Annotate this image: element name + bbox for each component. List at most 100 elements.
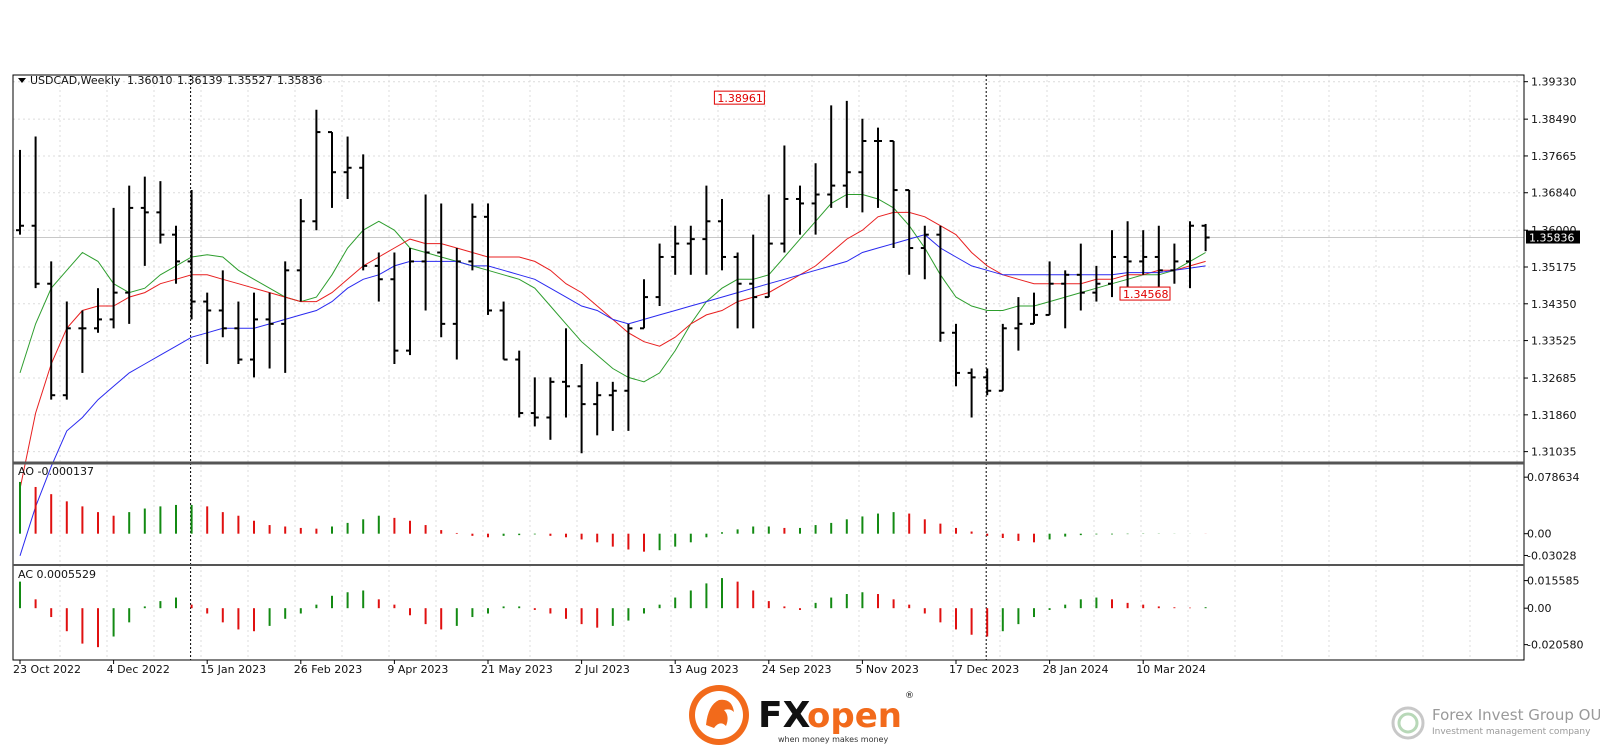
ohlc-bar — [655, 243, 664, 307]
ac-tick-min: -0.020580 — [1527, 639, 1583, 652]
ohlc-bar — [47, 261, 56, 400]
annotation-box-0 — [713, 90, 765, 105]
ohlc-bar — [281, 261, 290, 373]
ohlc-bar — [359, 154, 368, 271]
ohlc-bar — [203, 292, 212, 364]
price-tick-0: 1.39330 — [1531, 76, 1577, 89]
ohlc-bar — [530, 377, 539, 427]
moving-averages — [19, 194, 1206, 556]
ohlc-bar — [109, 207, 118, 329]
time-label-3: 26 Feb 2023 — [294, 663, 362, 676]
ac-tick-max: 0.015585 — [1527, 575, 1580, 588]
price-tick-6: 1.34350 — [1531, 298, 1577, 311]
ohlc-bar — [796, 185, 804, 235]
watermark-subtitle: Investment management company — [1432, 727, 1591, 737]
moving-average-line-0 — [19, 194, 1206, 383]
annotation-label-0: 1.38961 — [717, 92, 763, 105]
ohlc-bar — [577, 363, 586, 454]
header-dropdown-icon[interactable] — [18, 78, 26, 83]
price-tick-8: 1.32685 — [1531, 372, 1577, 385]
time-label-2: 15 Jan 2023 — [200, 663, 266, 676]
ohlc-bar — [374, 252, 383, 302]
price-annotations: 1.38961 1.34568 — [713, 90, 1171, 301]
ohlc-bar — [16, 149, 24, 235]
ohlc-bar — [296, 198, 305, 302]
ohlc-bar — [452, 248, 461, 360]
logo-tagline: when money makes money — [778, 735, 888, 744]
ohlc-bar — [234, 301, 243, 364]
ohlc-bar — [936, 225, 945, 342]
ao-tick-max: 0.078634 — [1527, 471, 1580, 484]
ohlc-bar — [1014, 297, 1023, 351]
ohlc-bar — [1201, 223, 1210, 252]
price-tick-5: 1.35175 — [1531, 261, 1577, 274]
ohlc-bar — [265, 292, 274, 369]
ac-tick-zero: 0.00 — [1527, 602, 1552, 615]
ohlc-bar — [499, 301, 508, 361]
time-label-0: 23 Oct 2022 — [13, 663, 81, 676]
ohlc-bar — [967, 368, 976, 418]
ohlc-bar — [1186, 221, 1194, 289]
ohlc-bar — [140, 176, 149, 266]
ohlc-bar — [312, 109, 321, 231]
time-label-12: 10 Mar 2024 — [1136, 663, 1206, 676]
ohlc-bar — [671, 225, 680, 275]
ohlc-bar — [842, 100, 851, 208]
ohlc-bar — [94, 288, 102, 333]
fxopen-logo: FX open ® when money makes money — [686, 680, 916, 750]
ohlc-bar — [920, 225, 929, 280]
ohlc-bar — [593, 381, 602, 436]
ohlc-bar — [1139, 230, 1148, 275]
ohlc-bar — [608, 381, 617, 431]
logo-fx: FX — [758, 695, 811, 736]
price-tick-1: 1.38490 — [1531, 113, 1577, 126]
ohlc-bar — [1092, 265, 1101, 302]
time-axis: 23 Oct 2022 4 Dec 2022 15 Jan 2023 26 Feb 2… — [13, 660, 1206, 676]
ohlc-bar — [889, 140, 898, 249]
ohlc-bar — [624, 323, 633, 431]
ohlc-bar — [437, 203, 446, 338]
ohlc-bar — [1154, 225, 1163, 293]
ohlc-bar — [156, 181, 165, 244]
current-price-label: 1.35836 — [1529, 232, 1575, 245]
ohlc-bar — [764, 194, 773, 299]
ohlc-bar — [343, 136, 352, 199]
annotation-label-1: 1.34568 — [1123, 288, 1169, 301]
ac-label: AC 0.0005529 — [18, 568, 96, 581]
ohlc-bar — [562, 328, 570, 418]
logo-registered: ® — [905, 691, 914, 701]
ohlc-bar — [749, 234, 758, 329]
ohlc-bar — [1170, 243, 1179, 284]
ohlc-bar — [811, 163, 820, 235]
ohlc-bar — [328, 131, 336, 208]
ohlc-bar — [1076, 243, 1085, 311]
ohlc-bars — [16, 100, 1210, 454]
ohlc-bar — [702, 185, 711, 275]
ohlc-bar — [78, 310, 87, 373]
chart-header: USDCAD,Weekly 1.36010 1.36139 1.35527 1.… — [18, 74, 323, 87]
ohlc-bar — [468, 203, 477, 271]
ohlc-bar — [640, 279, 648, 330]
ohlc-bar — [187, 190, 196, 320]
ohlc-bar — [686, 225, 695, 275]
price-tick-10: 1.31035 — [1531, 446, 1577, 459]
ohlc-bar — [998, 323, 1007, 392]
watermark-title: Forex Invest Group OU — [1432, 706, 1600, 724]
indicator-histograms — [19, 476, 1528, 648]
ohlc-bar — [515, 350, 524, 418]
ohlc-bar — [733, 252, 742, 329]
time-label-9: 5 Nov 2023 — [855, 663, 918, 676]
ohlc-bar — [858, 118, 867, 213]
time-label-7: 13 Aug 2023 — [668, 663, 738, 676]
ohlc-bar — [1061, 270, 1070, 329]
moving-average-line-2 — [19, 234, 1206, 556]
ao-tick-zero: 0.00 — [1527, 528, 1552, 541]
ohlc-bar — [905, 189, 914, 275]
time-label-10: 17 Dec 2023 — [949, 663, 1019, 676]
ohlc-bar — [406, 248, 414, 356]
price-tick-3: 1.36840 — [1531, 187, 1577, 200]
ohlc-bar — [31, 136, 40, 289]
ohlc-bar — [718, 198, 726, 271]
watermark-ring-icon — [1391, 706, 1425, 740]
ohlc-bar — [1030, 292, 1038, 325]
